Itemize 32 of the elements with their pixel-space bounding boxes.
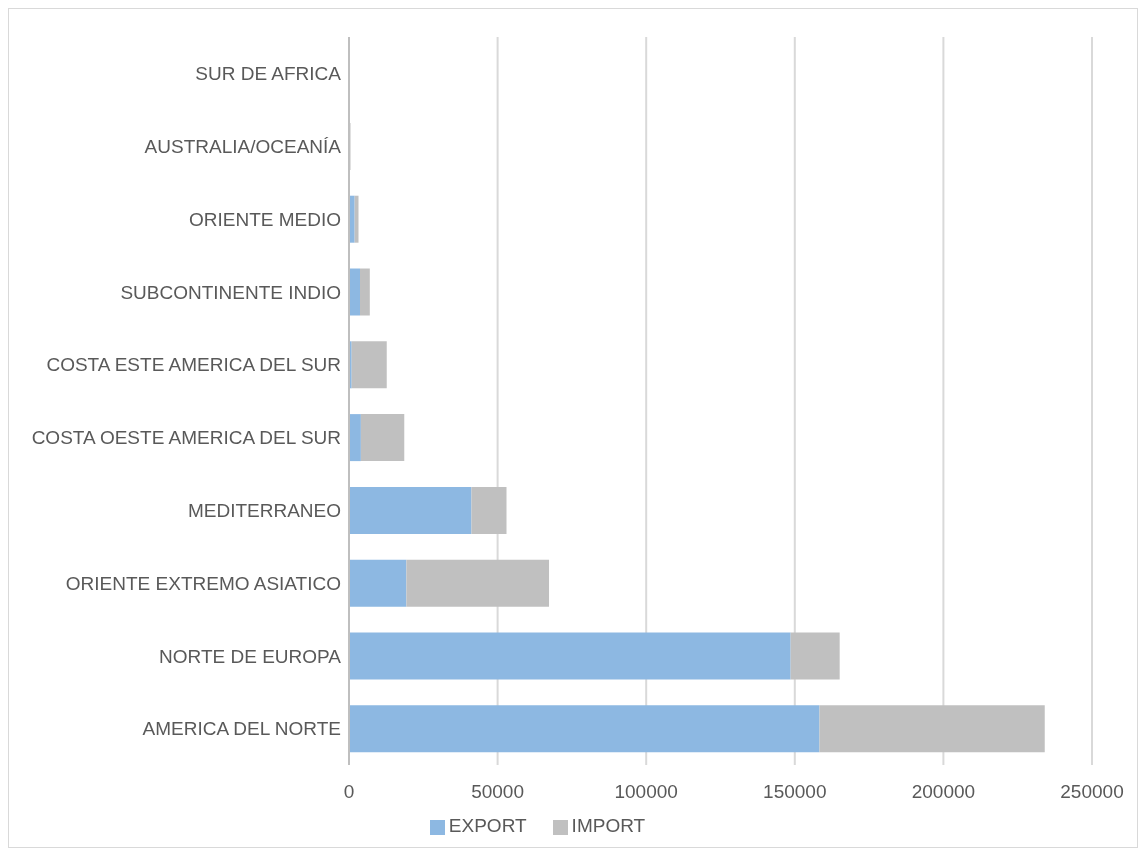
bar: [360, 414, 405, 462]
y-tick-label: AUSTRALIA/OCEANÍA: [144, 135, 342, 157]
bar: [349, 268, 360, 316]
y-tick-label: MEDITERRANEO: [187, 499, 341, 521]
y-tick-label: COSTA OESTE AMERICA DEL SUR: [31, 427, 341, 449]
y-tick-label: AMERICA DEL NORTE: [142, 718, 341, 740]
bar: [349, 414, 361, 462]
x-tick-label: 100000: [614, 781, 678, 803]
bar: [349, 486, 472, 534]
bar: [351, 341, 387, 389]
y-tick-label: SUBCONTINENTE INDIO: [120, 281, 341, 303]
x-tick-label: 250000: [1060, 781, 1124, 803]
x-tick-label: 50000: [471, 781, 525, 803]
x-tick-label: 150000: [763, 781, 827, 803]
x-tick-label: 200000: [911, 781, 976, 803]
bar: [349, 559, 407, 607]
bar: [349, 632, 791, 680]
y-tick-label: NORTE DE EUROPA: [159, 645, 342, 667]
bar: [471, 486, 507, 534]
bar: [349, 705, 820, 753]
bar: [819, 705, 1045, 753]
x-tick-label: 0: [343, 781, 355, 803]
y-tick-label: SUR DE AFRICA: [195, 63, 342, 85]
y-tick-label: ORIENTE MEDIO: [188, 208, 341, 230]
y-tick-label: ORIENTE EXTREMO ASIATICO: [65, 572, 341, 594]
bar: [406, 559, 550, 607]
bar: [360, 268, 370, 316]
bar: [354, 195, 359, 243]
y-tick-label: COSTA ESTE AMERICA DEL SUR: [46, 354, 341, 376]
legend-label: EXPORT: [448, 815, 527, 836]
legend-label: IMPORT: [571, 815, 646, 836]
bar: [790, 632, 840, 680]
